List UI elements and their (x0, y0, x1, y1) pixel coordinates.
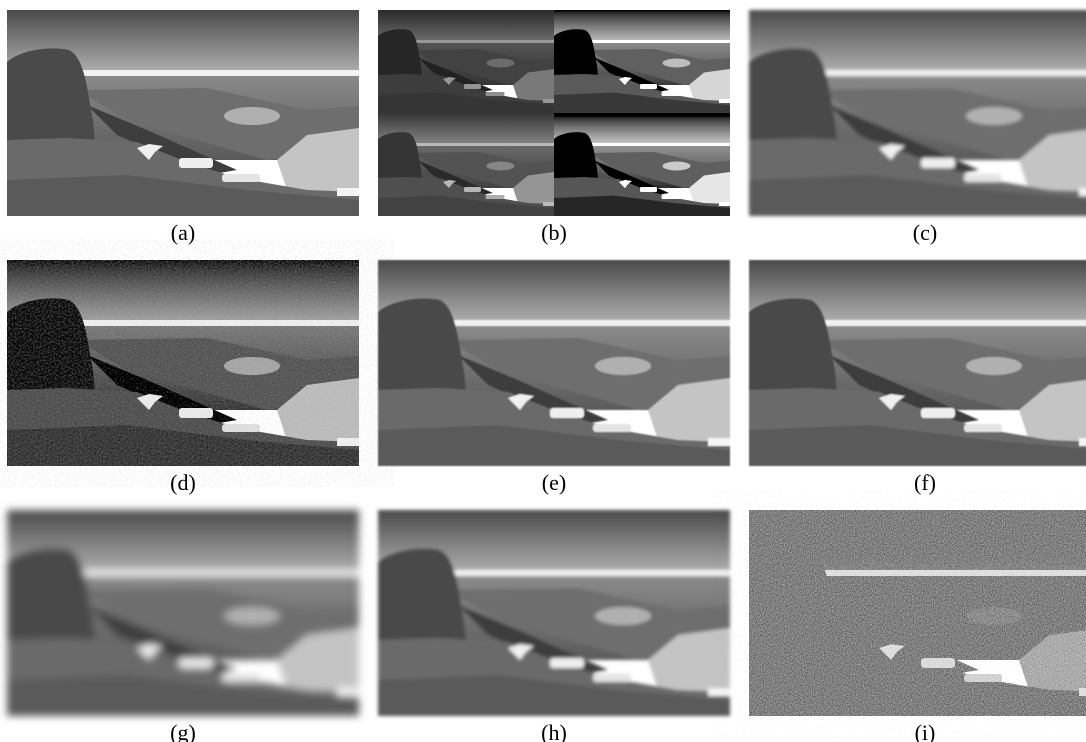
image (7, 10, 359, 216)
image (378, 510, 730, 716)
image-panel (378, 260, 730, 466)
image-panel (749, 510, 1086, 716)
image (378, 260, 730, 466)
panel-caption: (e) (542, 470, 566, 495)
panel-caption: (b) (541, 220, 567, 245)
sub-image (378, 10, 554, 113)
image-panel (7, 10, 359, 216)
sub-image (378, 113, 554, 216)
figure: (a) (b) (c) (d) (e) (f) (g) (h) (i) (0, 0, 1086, 742)
image-panel (378, 510, 730, 716)
panel-caption: (h) (541, 720, 567, 742)
page: (a)(b)(c)(d)(e)(f)(g)(h)(i) (() => { con… (0, 0, 1086, 742)
image (749, 10, 1086, 216)
image (7, 260, 359, 466)
image-panel (7, 510, 359, 716)
image (749, 260, 1086, 466)
image (749, 510, 1086, 716)
panel-caption: (d) (170, 470, 196, 495)
image-panel (7, 260, 359, 466)
image-panel (749, 10, 1086, 216)
panel-caption: (i) (915, 720, 936, 742)
image-panel (378, 10, 730, 216)
image (7, 510, 359, 716)
panel-caption: (f) (914, 470, 936, 495)
panel-caption: (a) (171, 220, 195, 245)
sub-image (554, 113, 730, 216)
image-panel (749, 260, 1086, 466)
panel-caption: (c) (913, 220, 937, 245)
panel-caption: (g) (170, 720, 196, 742)
sub-image (554, 10, 730, 113)
